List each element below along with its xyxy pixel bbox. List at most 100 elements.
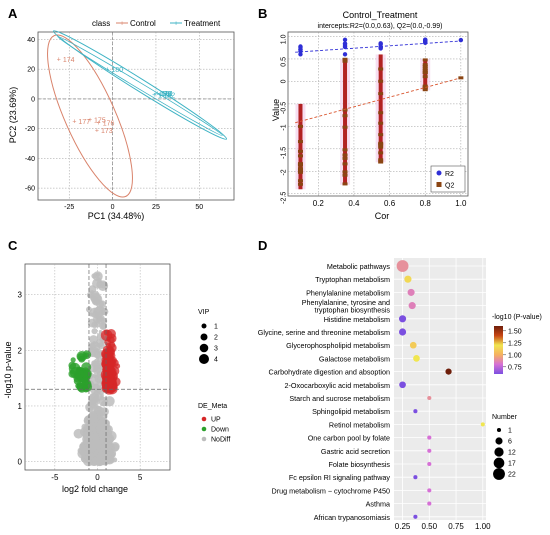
pathway-label: Fc epsilon RI signaling pathway <box>289 473 390 482</box>
pca-y-tick-label: 40 <box>27 37 35 44</box>
volcano-nodiff-point <box>112 457 118 463</box>
volcano-y-tick-label: 0 <box>18 458 23 467</box>
panel-label-b: B <box>258 6 267 21</box>
pathway-label: Starch and sucrose metabolism <box>289 394 390 403</box>
size-legend-label: 12 <box>508 450 516 457</box>
perm-x-tick-label: 0.6 <box>384 199 396 208</box>
volcano-nodiff-point <box>96 272 101 277</box>
perm-r2-point <box>423 39 428 44</box>
observed-q2-point <box>458 76 464 80</box>
volcano-nodiff-point <box>90 433 100 443</box>
class-legend-title: DE_Meta <box>198 403 227 410</box>
volcano-x-tick-label: 5 <box>138 473 143 482</box>
legend-q2-label: Q2 <box>445 183 454 190</box>
pca-plot-frame <box>37 31 235 201</box>
pca-x-tick-label: -25 <box>64 204 74 211</box>
pathway-point <box>413 355 420 362</box>
volcano-nodiff-point <box>81 423 88 430</box>
volcano-nodiff-point <box>89 406 94 411</box>
pathway-point <box>427 461 432 467</box>
pca-x-tick-label: 50 <box>195 204 203 211</box>
pca-point-label: 173 <box>101 128 113 135</box>
perm-x-tick-label: 1.0 <box>455 199 467 208</box>
color-scale-tick-label: 1.50 <box>508 328 522 335</box>
pca-point-label: 180 <box>111 67 123 74</box>
pathway-point <box>404 275 412 283</box>
pca-point-label: 174 <box>63 57 75 64</box>
volcano-nodiff-point <box>89 335 98 344</box>
pathway-point <box>427 501 432 506</box>
perm-q2-point <box>422 65 428 69</box>
pca-legend-title: class <box>92 19 110 28</box>
perm-y-tick-label: -2 <box>281 169 288 175</box>
r2-regression-line <box>295 40 461 53</box>
perm-q2-point <box>422 67 428 71</box>
perm-q2-point <box>342 59 348 63</box>
color-scale-tick-label: 1.00 <box>508 352 522 359</box>
volcano-up-point <box>105 381 113 389</box>
pca-point-label: 178 <box>160 91 172 98</box>
pca-x-axis-label: PC1 (34.48%) <box>88 211 145 221</box>
q2-regression-line <box>295 77 461 124</box>
volcano-nodiff-point <box>100 323 106 330</box>
pathway-point <box>427 488 432 493</box>
pathway-label: Folate biosynthesis <box>328 460 390 469</box>
pathway-point <box>398 315 407 323</box>
pca-point-marker: + <box>95 128 99 135</box>
perm-q2-point <box>342 148 348 152</box>
perm-q2-point <box>422 88 428 92</box>
volcano-y-axis-label: -log10 p-value <box>3 341 13 398</box>
pathway-label: Histidine metabolism <box>324 315 390 324</box>
pathway-enrichment-plot: -log10 (P-value) Number 0.25 0.50 0.75 1.00… <box>258 258 542 531</box>
pca-point-marker: + <box>88 117 92 124</box>
pathway-label: African trypanosomiasis <box>314 513 391 522</box>
perm-plot-frame <box>287 31 469 197</box>
perm-q2-point <box>297 154 303 158</box>
volcano-up-point <box>103 329 110 336</box>
pca-point-marker: + <box>97 120 101 127</box>
volcano-nodiff-point <box>98 425 103 431</box>
color-scale-tick-label: 1.25 <box>508 340 522 347</box>
pca-x-tick-label: 0 <box>111 204 115 211</box>
pathway-point <box>396 260 409 272</box>
perm-q2-point <box>297 124 303 128</box>
perm-q2-point <box>378 143 384 147</box>
perm-r2-point <box>342 52 348 57</box>
volcano-nodiff-point <box>84 438 95 449</box>
pca-point-marker: + <box>72 119 76 126</box>
color-scale-bar <box>494 326 503 374</box>
perm-subtitle: intercepts:R2=(0.0,0.63), Q2=(0.0,-0.99) <box>318 23 443 30</box>
volcano-plot: log2 fold change -log10 p-value VIP DE_M… <box>3 263 230 494</box>
volcano-nodiff-point <box>99 395 105 401</box>
perm-r2-point <box>342 41 348 47</box>
perm-q2-point <box>342 153 348 157</box>
enrichment-x-tick-label: 1.00 <box>475 522 491 531</box>
legend-r2-marker <box>436 170 442 176</box>
volcano-x-axis-label: log2 fold change <box>62 484 128 494</box>
volcano-up-point <box>102 364 114 376</box>
size-legend-marker <box>495 437 503 445</box>
size-legend-label: 1 <box>508 428 512 435</box>
perm-q2-point <box>422 84 428 88</box>
pathway-point <box>480 422 485 427</box>
vip-legend-label: 2 <box>214 335 218 342</box>
volcano-nodiff-point <box>91 360 100 368</box>
pathway-label: Galactose metabolism <box>319 354 390 363</box>
class-legend-label: NoDiff <box>211 437 230 444</box>
pathway-point <box>399 381 406 389</box>
perm-q2-point <box>378 133 384 137</box>
vip-legend-marker <box>200 333 208 341</box>
pathway-label: Metabolic pathways <box>327 262 391 271</box>
pathway-point <box>407 288 415 296</box>
pathway-point <box>445 368 452 375</box>
pca-point-label: 176 <box>103 121 115 128</box>
volcano-y-tick-label: 3 <box>18 291 23 300</box>
enrichment-plot-background <box>394 258 486 520</box>
size-legend-marker <box>493 457 505 469</box>
perm-q2-point <box>342 173 348 177</box>
perm-y-axis-label: Value <box>271 99 281 121</box>
pca-legend-control-marker: + <box>120 21 124 28</box>
perm-y-tick-label: -1 <box>281 124 288 130</box>
pca-legend-control-label: Control <box>130 19 156 28</box>
size-legend-marker <box>496 427 502 433</box>
